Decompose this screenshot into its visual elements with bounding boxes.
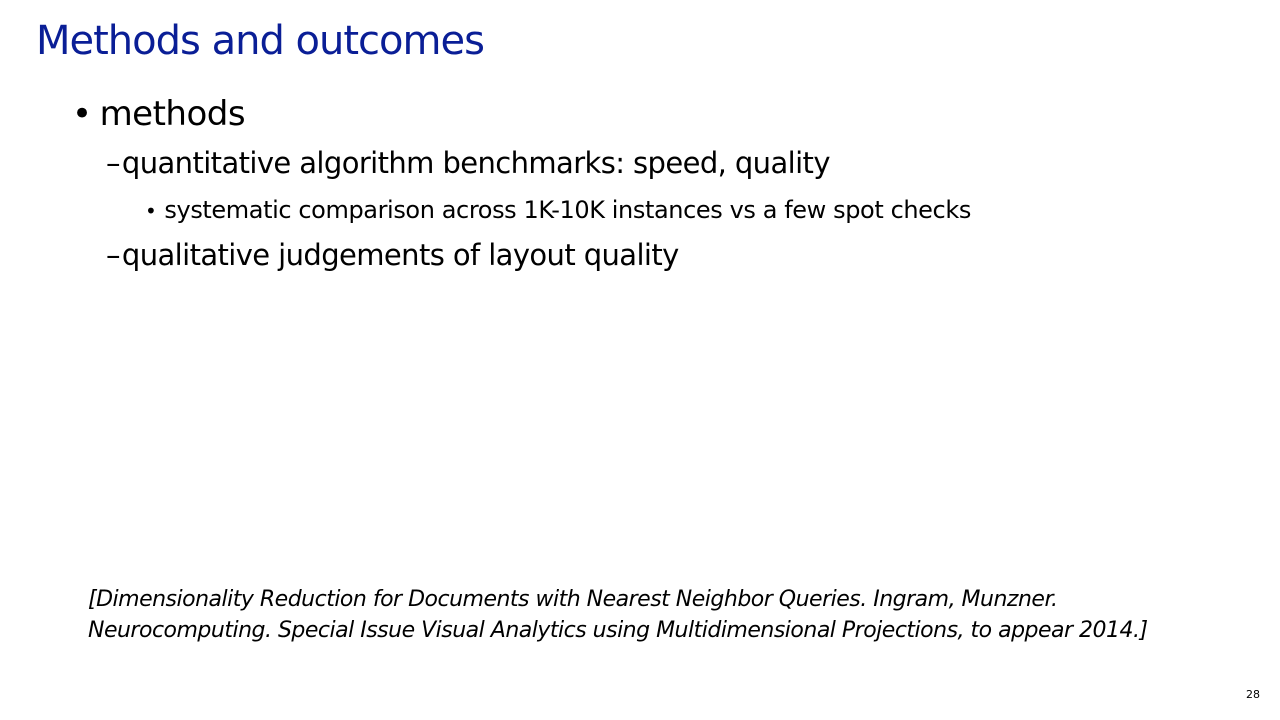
bullet-level3-systematic: • systematic comparison across 1K-10K ins… [145,196,971,224]
citation-line-2: Neurocomputing. Special Issue Visual Ana… [88,618,1148,643]
page-number: 28 [1246,688,1260,701]
bullet-text: qualitative judgements of layout quality [121,238,679,272]
dash-icon: – [106,238,121,272]
slide-title: Methods and outcomes [36,18,485,64]
bullet-text: quantitative algorithm benchmarks: speed… [121,146,831,180]
bullet-text: methods [99,94,246,134]
bullet-level1-methods: • methods [72,94,246,134]
citation: [Dimensionality Reduction for Documents … [88,584,1148,646]
bullet-level2-quantitative: –quantitative algorithm benchmarks: spee… [106,146,830,180]
dash-icon: – [106,146,121,180]
bullet-level2-qualitative: –qualitative judgements of layout qualit… [106,238,679,272]
citation-line-1: [Dimensionality Reduction for Documents … [88,587,1058,612]
bullet-dot-icon: • [145,199,157,223]
bullet-dot-icon: • [72,94,92,134]
bullet-text: systematic comparison across 1K-10K inst… [164,196,971,224]
